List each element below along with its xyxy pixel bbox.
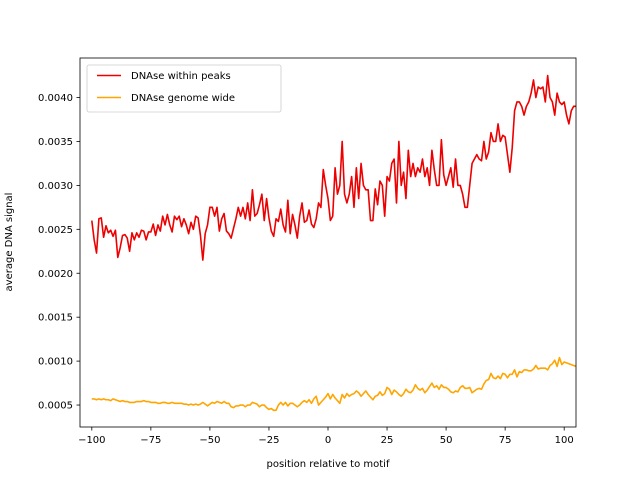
y-axis: 0.0005 0.0010 0.0015 0.0020 0.0025 0.0030 0.00… xyxy=(38,93,80,412)
y-tick-label: 0.0040 xyxy=(38,93,73,104)
x-tick-label: −75 xyxy=(140,435,161,446)
x-tick-label: 50 xyxy=(440,435,453,446)
series-line-genome-wide xyxy=(91,356,576,412)
y-tick-label: 0.0020 xyxy=(38,269,73,280)
series-layer xyxy=(91,74,576,412)
y-tick-label: 0.0025 xyxy=(38,225,73,236)
y-tick-label: 0.0005 xyxy=(38,401,73,412)
legend-label-genome-wide: DNAse genome wide xyxy=(131,93,235,104)
y-axis-label: average DNA signal xyxy=(4,193,15,292)
y-tick-label: 0.0030 xyxy=(38,181,73,192)
x-tick-label: −100 xyxy=(78,435,105,446)
legend-label-within-peaks: DNAse within peaks xyxy=(131,71,231,82)
y-tick-label: 0.0015 xyxy=(38,313,73,324)
x-tick-label: 75 xyxy=(499,435,512,446)
y-tick-label: 0.0035 xyxy=(38,137,73,148)
x-axis-label: position relative to motif xyxy=(267,459,390,470)
plot-area xyxy=(91,74,576,412)
series-line-within-peaks xyxy=(91,74,576,261)
x-tick-label: −50 xyxy=(199,435,220,446)
x-axis: −100 −75 −50 −25 0 25 50 75 100 xyxy=(78,427,574,446)
x-tick-label: 100 xyxy=(555,435,574,446)
x-tick-label: 0 xyxy=(325,435,331,446)
legend: DNAse within peaks DNAse genome wide xyxy=(86,64,282,113)
x-tick-label: −25 xyxy=(258,435,279,446)
x-tick-label: 25 xyxy=(381,435,394,446)
legend-box xyxy=(86,64,282,113)
y-tick-label: 0.0010 xyxy=(38,357,73,368)
